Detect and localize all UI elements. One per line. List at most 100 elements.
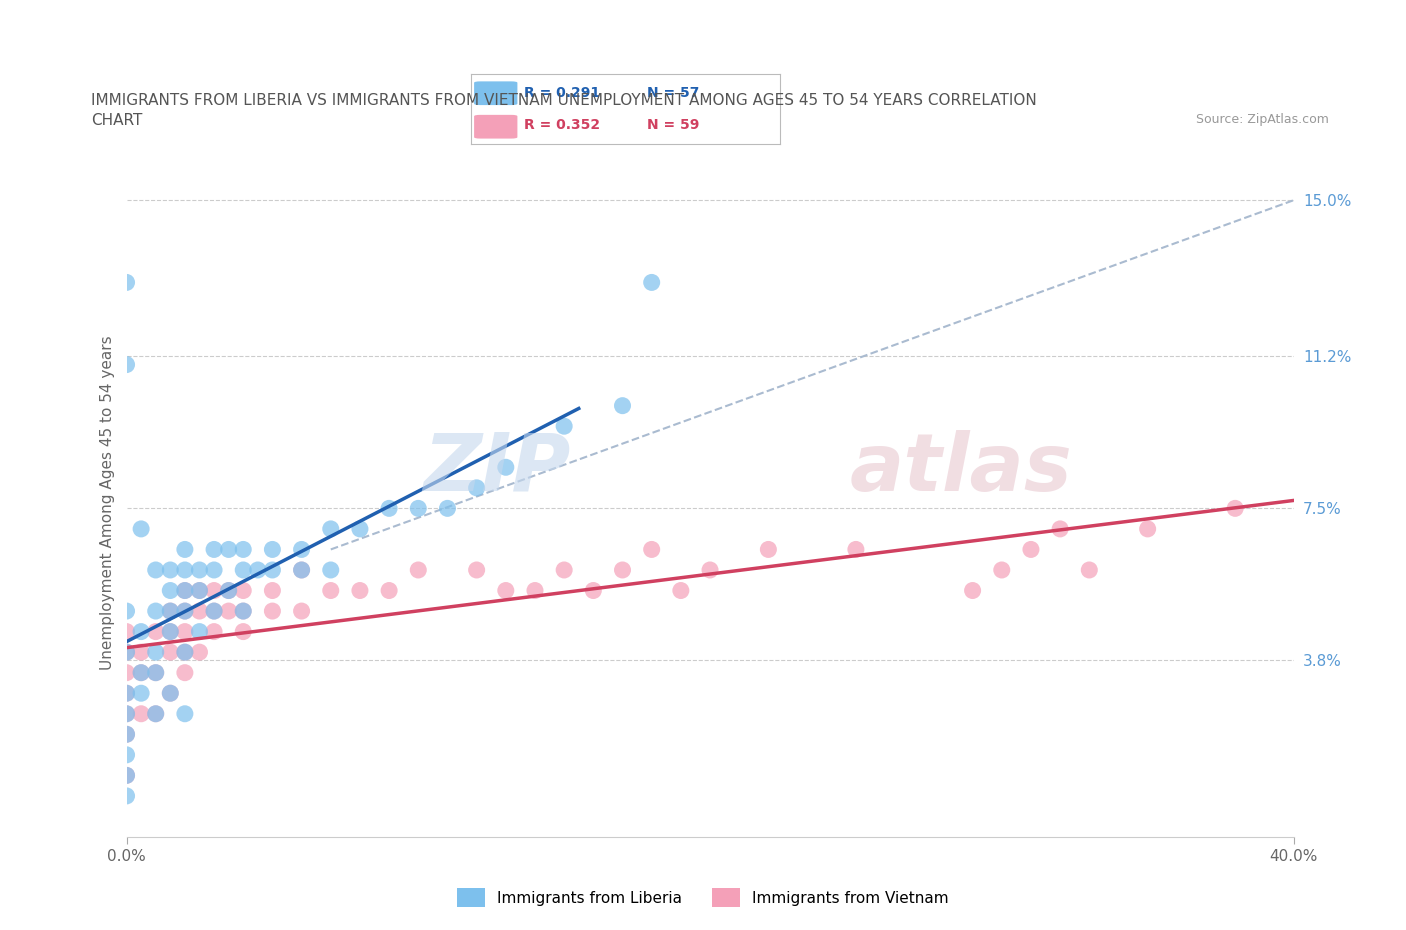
Point <box>115 727 138 742</box>
FancyBboxPatch shape <box>474 115 517 139</box>
Point <box>232 604 254 618</box>
Point <box>1223 501 1246 516</box>
Point <box>115 727 138 742</box>
Point <box>174 644 197 659</box>
Point <box>174 644 197 659</box>
Point <box>436 501 458 516</box>
Point <box>349 583 371 598</box>
Point <box>159 624 181 639</box>
Point <box>159 563 181 578</box>
Point <box>408 563 430 578</box>
Point <box>159 604 181 618</box>
Point <box>159 685 181 700</box>
Point <box>202 624 225 639</box>
Point <box>115 644 138 659</box>
Point <box>129 706 152 721</box>
Point <box>232 604 254 618</box>
Point <box>465 563 488 578</box>
Point <box>129 665 152 680</box>
Point <box>188 563 211 578</box>
Point <box>174 706 197 721</box>
Point <box>290 604 312 618</box>
Point <box>262 542 284 557</box>
Text: R = 0.352: R = 0.352 <box>523 118 600 132</box>
Text: atlas: atlas <box>851 430 1073 508</box>
Point <box>159 583 181 598</box>
Point <box>115 706 138 721</box>
Point <box>495 583 517 598</box>
Point <box>174 563 197 578</box>
Point <box>159 624 181 639</box>
Point <box>582 583 605 598</box>
Point <box>115 604 138 618</box>
Legend: Immigrants from Liberia, Immigrants from Vietnam: Immigrants from Liberia, Immigrants from… <box>451 883 955 913</box>
Point <box>174 583 197 598</box>
Point <box>145 665 167 680</box>
Text: IMMIGRANTS FROM LIBERIA VS IMMIGRANTS FROM VIETNAM UNEMPLOYMENT AMONG AGES 45 TO: IMMIGRANTS FROM LIBERIA VS IMMIGRANTS FR… <box>91 93 1038 108</box>
Text: ZIP: ZIP <box>423 430 569 508</box>
Point <box>159 604 181 618</box>
Point <box>115 665 138 680</box>
Point <box>202 604 225 618</box>
Point <box>699 563 721 578</box>
Point <box>174 624 197 639</box>
Point <box>188 604 211 618</box>
Point <box>174 583 197 598</box>
Point <box>202 604 225 618</box>
Point <box>408 501 430 516</box>
Point <box>495 459 517 474</box>
Point <box>1049 522 1071 537</box>
Point <box>115 357 138 372</box>
Point <box>159 644 181 659</box>
Point <box>218 542 240 557</box>
Point <box>188 644 211 659</box>
Point <box>174 542 197 557</box>
Point <box>202 542 225 557</box>
Point <box>145 604 167 618</box>
Point <box>115 748 138 763</box>
Point <box>1078 563 1101 578</box>
Point <box>115 768 138 783</box>
Point <box>640 542 664 557</box>
Y-axis label: Unemployment Among Ages 45 to 54 years: Unemployment Among Ages 45 to 54 years <box>100 335 115 670</box>
Point <box>262 604 284 618</box>
Text: Source: ZipAtlas.com: Source: ZipAtlas.com <box>1195 113 1329 126</box>
Point <box>232 583 254 598</box>
Point <box>129 665 152 680</box>
Point <box>115 275 138 290</box>
Point <box>129 685 152 700</box>
Point <box>669 583 692 598</box>
Point <box>218 583 240 598</box>
Point <box>465 481 488 496</box>
Point <box>115 685 138 700</box>
Point <box>218 604 240 618</box>
Point <box>188 583 211 598</box>
Point <box>188 583 211 598</box>
Point <box>188 624 211 639</box>
Point <box>612 398 634 413</box>
Point <box>290 563 312 578</box>
Point <box>262 583 284 598</box>
Point <box>378 501 401 516</box>
Point <box>524 583 547 598</box>
FancyBboxPatch shape <box>474 82 517 105</box>
Point <box>174 604 197 618</box>
Point <box>349 522 371 537</box>
Point <box>115 685 138 700</box>
Text: N = 57: N = 57 <box>647 86 700 100</box>
Point <box>115 789 138 804</box>
Point <box>1136 522 1159 537</box>
Point <box>145 624 167 639</box>
Point <box>129 624 152 639</box>
Point <box>612 563 634 578</box>
Text: R = 0.291: R = 0.291 <box>523 86 600 100</box>
Point <box>232 563 254 578</box>
Point <box>319 522 342 537</box>
Point <box>1019 542 1042 557</box>
Point <box>378 583 401 598</box>
Point <box>145 706 167 721</box>
Point <box>159 685 181 700</box>
Point <box>246 563 269 578</box>
Point <box>145 644 167 659</box>
Point <box>232 624 254 639</box>
